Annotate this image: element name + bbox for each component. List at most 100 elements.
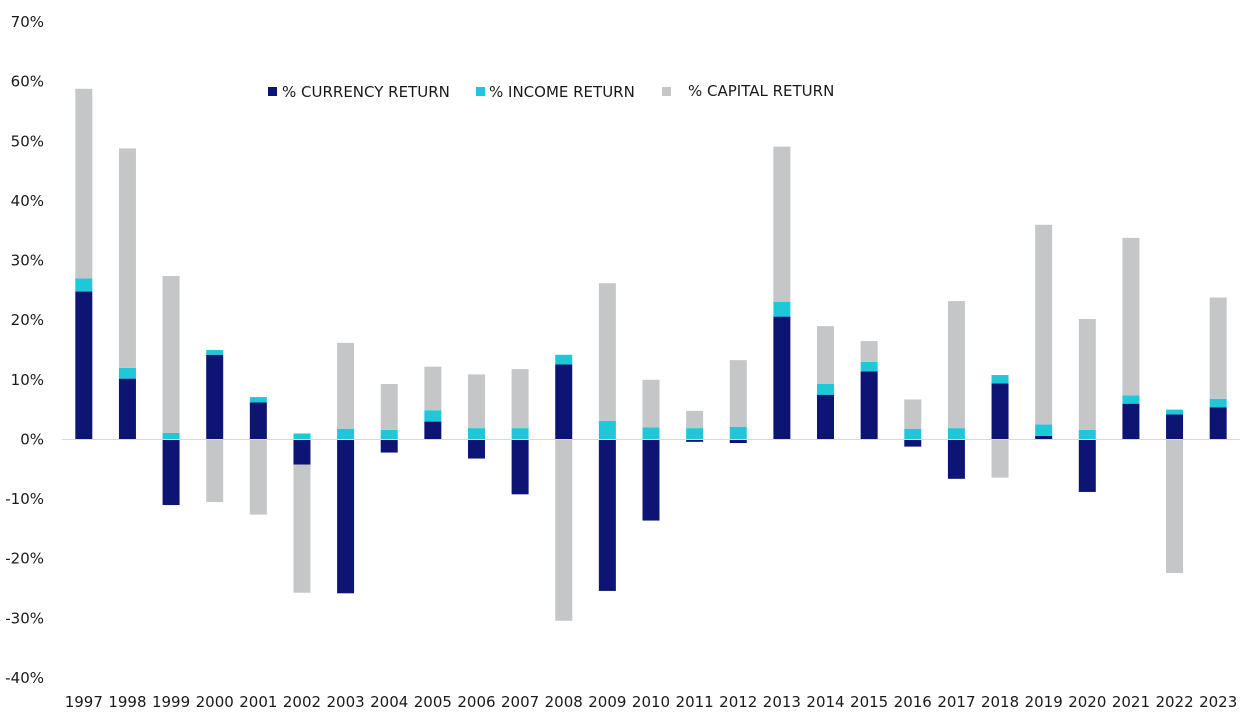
legend-label-capital: % CAPITAL RETURN bbox=[688, 82, 834, 100]
x-tick-label: 2016 bbox=[894, 693, 932, 711]
legend-item-currency: % CURRENCY RETURN bbox=[268, 83, 450, 101]
legend: % CURRENCY RETURN % INCOME RETURN % CAPI… bbox=[268, 82, 834, 101]
bar-currency-2018 bbox=[991, 383, 1009, 440]
bar-group-1998 bbox=[118, 148, 136, 440]
x-tick-label: 2013 bbox=[763, 693, 801, 711]
bar-capital-2019 bbox=[1035, 224, 1053, 425]
bar-capital-2020 bbox=[1078, 318, 1096, 430]
bar-currency-2003 bbox=[337, 439, 355, 594]
bar-currency-2005 bbox=[424, 421, 442, 440]
y-tick-label: 20% bbox=[11, 311, 44, 329]
bar-group-2007 bbox=[511, 369, 529, 495]
bar-group-2009 bbox=[598, 283, 616, 591]
bar-group-2020 bbox=[1078, 318, 1096, 492]
legend-swatch-capital bbox=[662, 87, 671, 96]
x-tick-label: 2019 bbox=[1025, 693, 1063, 711]
bar-capital-2006 bbox=[467, 374, 485, 429]
bar-currency-2014 bbox=[817, 394, 835, 440]
bar-group-2016 bbox=[904, 399, 922, 447]
bar-capital-2014 bbox=[817, 326, 835, 384]
bar-capital-2022 bbox=[1166, 439, 1184, 574]
legend-label-income: % INCOME RETURN bbox=[489, 83, 635, 101]
x-tick-label: 2003 bbox=[326, 693, 364, 711]
bar-income-2002 bbox=[293, 433, 311, 440]
bar-income-2012 bbox=[729, 426, 747, 440]
bar-currency-2010 bbox=[642, 439, 660, 521]
bar-currency-2008 bbox=[555, 364, 573, 440]
legend-item-capital: % CAPITAL RETURN bbox=[662, 82, 834, 100]
x-tick-label: 2011 bbox=[676, 693, 714, 711]
bar-group-2008 bbox=[555, 354, 573, 621]
bar-income-2021 bbox=[1122, 395, 1140, 404]
bar-group-2000 bbox=[206, 350, 224, 503]
bar-currency-2011 bbox=[686, 439, 704, 442]
bar-income-1997 bbox=[75, 278, 93, 292]
bar-income-2003 bbox=[337, 428, 355, 440]
bar-capital-2017 bbox=[947, 301, 965, 429]
bar-group-2006 bbox=[467, 374, 485, 459]
bar-currency-2022 bbox=[1166, 414, 1184, 440]
bar-group-2018 bbox=[991, 375, 1009, 478]
bar-group-2001 bbox=[249, 397, 267, 515]
x-tick-label: 2023 bbox=[1199, 693, 1237, 711]
bar-group-2004 bbox=[380, 383, 398, 453]
bar-capital-2002 bbox=[293, 464, 311, 593]
y-tick-label: 50% bbox=[11, 132, 44, 150]
bar-income-2001 bbox=[249, 397, 267, 403]
y-tick-label: 40% bbox=[11, 192, 44, 210]
x-tick-label: 2014 bbox=[806, 693, 844, 711]
bar-group-2011 bbox=[686, 410, 704, 442]
bar-income-1998 bbox=[118, 367, 136, 379]
x-tick-label: 2004 bbox=[370, 693, 408, 711]
legend-swatch-currency bbox=[268, 87, 277, 96]
bar-capital-2012 bbox=[729, 360, 747, 427]
bar-currency-2006 bbox=[467, 439, 485, 459]
bar-group-2002 bbox=[293, 433, 311, 593]
bar-currency-2009 bbox=[598, 439, 616, 591]
x-tick-label: 2008 bbox=[545, 693, 583, 711]
y-tick-label: -30% bbox=[5, 609, 44, 627]
y-tick-label: 60% bbox=[11, 73, 44, 91]
bar-income-2016 bbox=[904, 428, 922, 440]
x-tick-label: 1997 bbox=[65, 693, 103, 711]
bar-group-2017 bbox=[947, 301, 965, 479]
legend-swatch-income bbox=[476, 87, 485, 96]
y-tick-label: -10% bbox=[5, 490, 44, 508]
bar-currency-2021 bbox=[1122, 403, 1140, 440]
x-tick-label: 2021 bbox=[1112, 693, 1150, 711]
bar-capital-2009 bbox=[598, 283, 616, 421]
bar-capital-1997 bbox=[75, 88, 93, 279]
bar-income-2011 bbox=[686, 428, 704, 440]
bar-capital-2015 bbox=[860, 341, 878, 362]
bar-income-2023 bbox=[1209, 398, 1227, 408]
bar-capital-1999 bbox=[162, 276, 180, 433]
bar-group-2022 bbox=[1166, 409, 1184, 574]
bar-capital-1998 bbox=[118, 148, 136, 368]
bar-capital-2000 bbox=[206, 439, 224, 503]
bar-income-2022 bbox=[1166, 409, 1184, 415]
bar-currency-2002 bbox=[293, 439, 311, 465]
bar-currency-2000 bbox=[206, 354, 224, 440]
bar-currency-1999 bbox=[162, 439, 180, 506]
x-tick-label: 2000 bbox=[196, 693, 234, 711]
bar-capital-2001 bbox=[249, 439, 267, 515]
bar-income-2014 bbox=[817, 383, 835, 395]
bar-group-2013 bbox=[773, 146, 791, 440]
x-tick-label: 2007 bbox=[501, 693, 539, 711]
x-tick-label: 2017 bbox=[937, 693, 975, 711]
bar-income-2015 bbox=[860, 361, 878, 372]
x-tick-label: 2005 bbox=[414, 693, 452, 711]
bar-group-2014 bbox=[817, 326, 835, 440]
x-tick-label: 2015 bbox=[850, 693, 888, 711]
bar-capital-2011 bbox=[686, 410, 704, 429]
bar-capital-2003 bbox=[337, 342, 355, 429]
bar-group-2003 bbox=[337, 342, 355, 594]
bar-currency-2007 bbox=[511, 439, 529, 495]
bar-group-2019 bbox=[1035, 224, 1053, 440]
legend-label-currency: % CURRENCY RETURN bbox=[282, 83, 450, 101]
bar-currency-2004 bbox=[380, 439, 398, 453]
bar-group-1997 bbox=[75, 88, 93, 440]
bar-group-2005 bbox=[424, 366, 442, 440]
bar-income-2004 bbox=[380, 429, 398, 440]
